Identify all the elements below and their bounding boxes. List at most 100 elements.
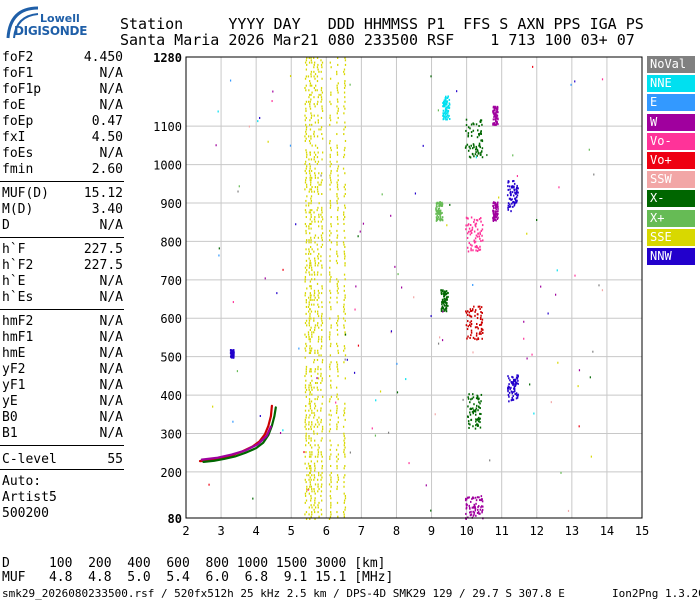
noise-dot (317, 220, 320, 223)
noise-dot (320, 234, 323, 237)
noise-dot (343, 513, 345, 516)
noise-dot (337, 352, 340, 355)
echo-dot (474, 153, 477, 156)
noise-dot (343, 218, 345, 221)
noise-dot (313, 411, 315, 414)
echo-dot (447, 104, 450, 107)
echo-dot (443, 308, 445, 311)
noise-dot (336, 289, 339, 292)
noise-dot (314, 368, 317, 371)
noise-dot (317, 471, 320, 474)
noise-dot (318, 172, 320, 175)
noise-dot (343, 411, 346, 414)
echo-dot (445, 296, 448, 299)
echo-dot (472, 393, 474, 396)
speck-dot (441, 339, 444, 342)
echo-dot (473, 513, 475, 516)
noise-dot (313, 292, 316, 295)
noise-dot (337, 453, 340, 456)
echo-dot (492, 219, 494, 222)
muf-row: MUF 4.8 4.8 5.0 5.4 6.0 6.8 9.1 15.1 [MH… (2, 570, 394, 585)
noise-dot (343, 499, 346, 502)
noise-dot (317, 257, 319, 260)
noise-dot (306, 324, 308, 327)
noise-dot (343, 326, 345, 329)
noise-dot (313, 488, 315, 491)
echo-dot (481, 337, 483, 340)
noise-dot (309, 218, 311, 221)
noise-dot (317, 160, 320, 163)
noise-dot (316, 432, 318, 435)
echo-dot (477, 420, 480, 423)
noise-dot (308, 455, 311, 458)
noise-dot (344, 84, 346, 87)
echo-dot (467, 420, 470, 423)
param-label: hmF1 (2, 330, 34, 345)
echo-dot (475, 397, 478, 400)
noise-dot (343, 186, 345, 189)
noise-dot (329, 278, 331, 281)
noise-dot (304, 421, 306, 424)
noise-dot (308, 296, 310, 299)
noise-dot (305, 439, 308, 442)
noise-dot (314, 444, 316, 447)
echo-dot (468, 393, 470, 396)
echo-dot (494, 112, 497, 115)
noise-dot (309, 119, 311, 122)
noise-dot (329, 363, 331, 366)
noise-dot (306, 186, 308, 189)
echo-dot (467, 397, 470, 400)
echo-dot (495, 123, 498, 126)
echo-dot (496, 213, 499, 216)
noise-dot (335, 448, 338, 451)
echo-dot (473, 123, 475, 126)
noise-dot (320, 485, 323, 488)
legend-item-nnw: NNW (647, 248, 695, 265)
echo-dot (495, 208, 497, 211)
y-tick-label: 1000 (153, 159, 182, 173)
echo-dot (514, 393, 516, 396)
noise-dot (304, 462, 306, 465)
echo-dot (494, 115, 497, 118)
echo-dot (445, 95, 447, 98)
noise-dot (309, 262, 311, 265)
noise-dot (337, 107, 340, 110)
echo-dot (476, 326, 478, 329)
echo-dot (470, 229, 473, 232)
noise-dot (336, 98, 339, 101)
param-value: 4.50 (91, 130, 123, 145)
noise-dot (305, 379, 307, 382)
noise-dot (318, 213, 320, 216)
noise-dot (308, 211, 310, 214)
echo-dot (507, 385, 510, 388)
echo-dot (232, 356, 234, 359)
noise-dot (336, 285, 339, 288)
noise-dot (309, 165, 311, 168)
noise-dot (307, 100, 310, 103)
echo-dot (512, 194, 515, 197)
echo-dot (471, 397, 473, 400)
noise-dot (344, 246, 346, 249)
noise-dot (309, 294, 312, 297)
noise-dot (318, 515, 320, 518)
echo-dot (496, 210, 498, 213)
echo-dot (476, 250, 479, 253)
echo-dot (516, 194, 519, 197)
noise-dot (343, 481, 345, 484)
noise-dot (305, 259, 308, 262)
noise-dot (305, 395, 307, 398)
echo-dot (472, 410, 475, 413)
speck-dot (526, 232, 528, 235)
echo-dot (515, 188, 517, 191)
speck-dot (282, 268, 284, 271)
noise-dot (305, 156, 308, 159)
noise-dot (313, 299, 315, 302)
noise-dot (308, 225, 310, 228)
noise-dot (313, 133, 315, 136)
y-tick-label: 700 (160, 274, 182, 288)
noise-dot (344, 216, 346, 219)
noise-dot (313, 289, 316, 292)
echo-dot (476, 396, 479, 399)
noise-dot (310, 252, 312, 255)
speck-dot (532, 65, 534, 68)
